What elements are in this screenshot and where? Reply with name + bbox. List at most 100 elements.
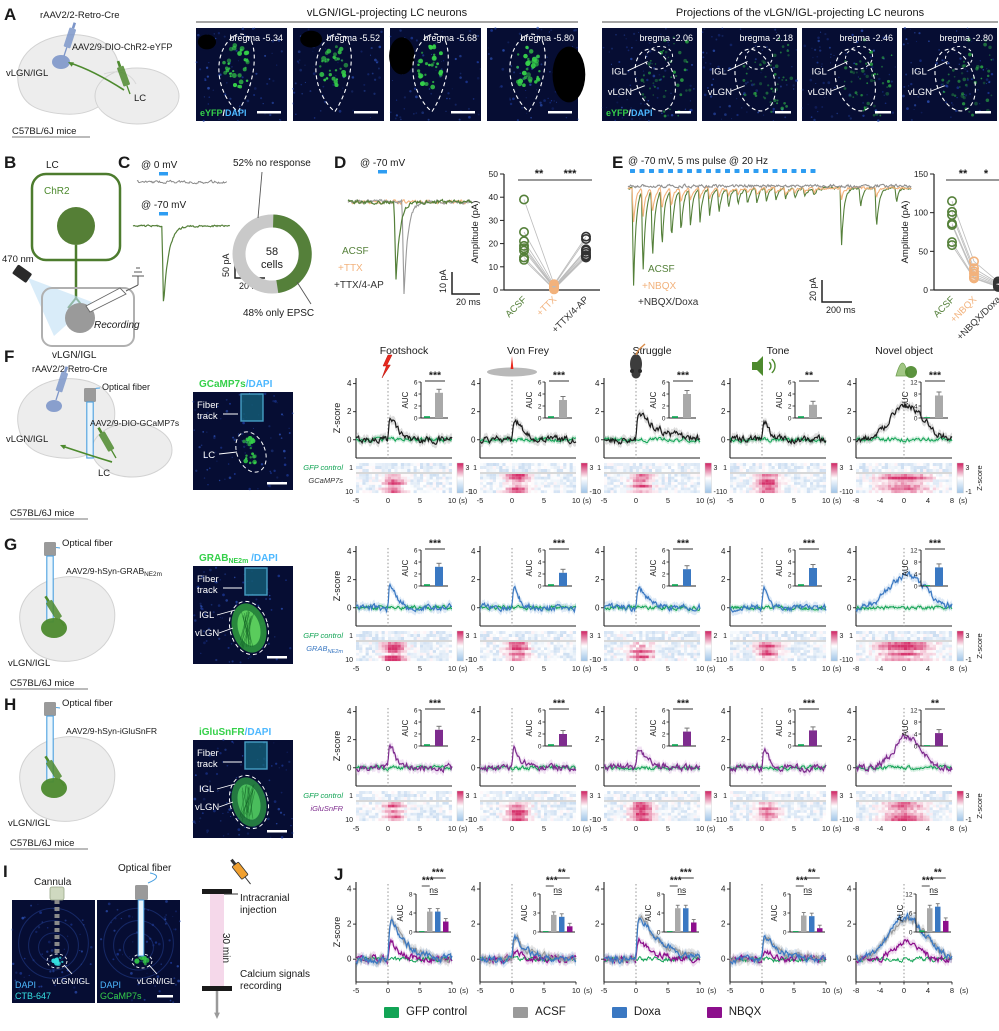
- z-tick: 0: [347, 955, 352, 964]
- x-tick: -5: [353, 824, 360, 833]
- H-0-significance: ***: [429, 698, 442, 710]
- F-2-significance: ***: [677, 370, 690, 382]
- z-tick: 2: [595, 575, 600, 584]
- holding-label: @ -70 mV: [360, 158, 405, 169]
- x-tick: -5: [727, 496, 734, 505]
- x-tick: 0: [386, 496, 390, 505]
- x-tick: -5: [601, 496, 608, 505]
- auc-axis-label: AUC: [775, 719, 784, 736]
- legend-acsf: ACSF: [342, 246, 369, 257]
- z-tick: 4: [471, 547, 476, 556]
- label: track: [197, 411, 218, 422]
- panel-e-label: E: [612, 153, 623, 172]
- photometry-row-F: Z-score GFP control GCaMP7s Footshock 0 2 4 0 2 4…: [303, 343, 984, 505]
- x-unit: (s): [959, 496, 968, 505]
- aav-gcamp-label: AAV2/9-DIO-GCaMP7s: [90, 418, 179, 428]
- x-tick: 0: [760, 496, 764, 505]
- heat-max: 3: [966, 465, 970, 472]
- legend-label: ACSF: [535, 1006, 566, 1018]
- heat-row-first: 1: [849, 633, 853, 640]
- zscore-axis-label: Z-score: [332, 917, 342, 948]
- heat-row-first: 1: [849, 465, 853, 472]
- auc-tick: 0: [538, 743, 542, 750]
- sig-mid: ***: [670, 876, 682, 887]
- heat-min: -1: [840, 657, 846, 664]
- legend-swatch: [611, 1006, 627, 1018]
- auc-tick: 4: [414, 719, 418, 726]
- vlgn-igl-label: vLGN/IGL: [52, 350, 97, 361]
- panel-f-label: F: [4, 347, 14, 366]
- x-unit: (s): [707, 824, 716, 833]
- x-tick: 0: [760, 986, 764, 995]
- fiber-track-label: Fiber: [197, 400, 219, 411]
- auc-tick: 6: [414, 707, 418, 714]
- mouse-line-label: C57BL/6J mice: [10, 838, 74, 849]
- label: track: [197, 585, 218, 596]
- x-tick: 8: [950, 664, 954, 673]
- x-tick: 5: [666, 986, 670, 995]
- y-tick: 50: [919, 246, 929, 256]
- heat-min: -1: [590, 657, 596, 664]
- heat-row-last: 10: [719, 489, 727, 496]
- igl-label: IGL: [199, 610, 214, 621]
- x-tick: 10: [822, 496, 830, 505]
- heat-max: 3: [840, 633, 844, 640]
- mouse-icon: [630, 343, 646, 379]
- cell-count: 58: [266, 246, 278, 258]
- syringe-icon: [97, 427, 117, 459]
- auc-tick: 8: [409, 891, 413, 898]
- bregma-label: bregma -5.80: [520, 33, 574, 43]
- x-tick: 5: [542, 824, 546, 833]
- vlgn-label: vLGN: [708, 87, 732, 98]
- auc-tick: 4: [914, 403, 918, 410]
- auc-tick: 2: [662, 403, 666, 410]
- auc-tick: 6: [414, 547, 418, 554]
- heat-min: -1: [466, 489, 472, 496]
- heat-row-last: 10: [469, 489, 477, 496]
- auc-tick: 0: [783, 929, 787, 936]
- z-tick: 4: [347, 547, 352, 556]
- z-tick: 2: [347, 407, 352, 416]
- legend-item-acsf: ACSF: [513, 1006, 566, 1018]
- H-2-significance: ***: [677, 698, 690, 710]
- cannula-label: Cannula: [34, 877, 72, 888]
- colorbar-axis-label: Z-score: [975, 465, 984, 490]
- auc-tick: 0: [414, 743, 418, 750]
- panel-b: B LC ChR2 470 nm Recording vLGN/IGL: [2, 153, 144, 361]
- sig-ns: ns: [677, 885, 686, 895]
- heat-row-last: 10: [593, 657, 601, 664]
- at-0mv-label: @ 0 mV: [141, 160, 178, 171]
- auc-axis-label: AUC: [770, 904, 779, 921]
- auc-tick: 0: [538, 415, 542, 422]
- auc-axis-label: AUC: [396, 904, 405, 921]
- sig-ns: ns: [803, 885, 812, 895]
- auc-tick: 12: [910, 379, 918, 386]
- auc-tick: 6: [538, 547, 542, 554]
- z-tick: 2: [721, 407, 726, 416]
- legend-label: Doxa: [633, 1006, 661, 1018]
- heat-row-first: 1: [597, 793, 601, 800]
- scale-20pa: 20 pA: [808, 277, 818, 301]
- x-tick: -8: [853, 664, 860, 673]
- z-tick: 0: [721, 763, 726, 772]
- auc-tick: 0: [414, 415, 418, 422]
- auc-tick: 12: [910, 707, 918, 714]
- x-tick: 0: [386, 824, 390, 833]
- x-tick: 0: [510, 824, 514, 833]
- auc-tick: 0: [409, 929, 413, 936]
- auc-tick: 6: [788, 379, 792, 386]
- x-unit: (s): [959, 824, 968, 833]
- x-tick: 8: [950, 986, 954, 995]
- chr2-label: ChR2: [44, 186, 70, 197]
- auc-tick: 2: [662, 731, 666, 738]
- stimulus-title-2: Struggle: [632, 345, 671, 357]
- x-tick: 4: [926, 496, 930, 505]
- auc-tick: 4: [788, 719, 792, 726]
- auc-tick: 2: [538, 403, 542, 410]
- x-unit: (s): [583, 824, 592, 833]
- heat-row-first: 1: [597, 465, 601, 472]
- auc-tick: 2: [414, 571, 418, 578]
- panel-g-schematic: G Optical fiber AAV2/9-hSyn-GRABNE2m vLGN/I…: [4, 535, 162, 690]
- heat-row-first: 1: [723, 793, 727, 800]
- legend-swatch: [706, 1006, 722, 1018]
